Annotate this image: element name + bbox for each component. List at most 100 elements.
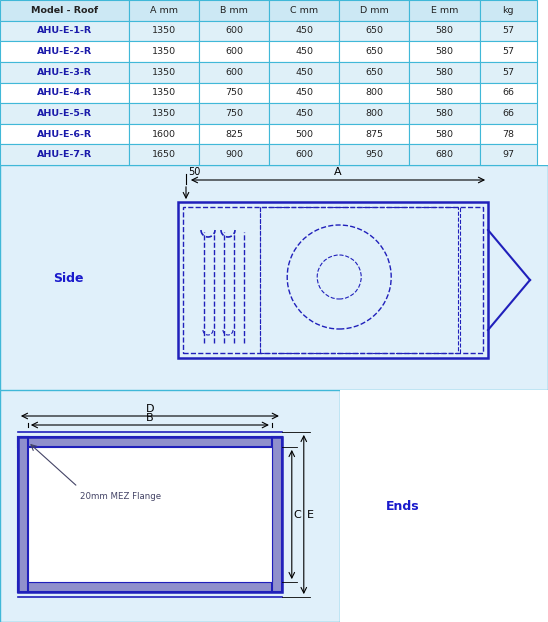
Bar [199,124,269,144]
Bar [0,62,129,83]
Bar [409,0,480,21]
Text: 580: 580 [436,88,453,97]
Bar [0,124,129,144]
Text: 580: 580 [436,68,453,77]
Text: D: D [146,404,154,414]
Bar [339,103,409,124]
Text: AHU-E-6-R: AHU-E-6-R [37,129,92,139]
Text: 57: 57 [503,27,514,35]
Text: 875: 875 [366,129,383,139]
Text: 650: 650 [366,68,383,77]
Text: AHU-E-2-R: AHU-E-2-R [37,47,92,56]
Bar [480,83,537,103]
Text: 650: 650 [366,47,383,56]
Bar [199,21,269,41]
Text: kg: kg [503,6,514,15]
Bar [339,83,409,103]
Bar [409,144,480,165]
Text: AHU-E-4-R: AHU-E-4-R [37,88,92,97]
Bar [18,437,28,592]
Bar [129,21,199,41]
Text: 680: 680 [436,150,453,159]
Bar [0,0,129,21]
Text: E mm: E mm [431,6,458,15]
Bar [339,41,409,62]
Bar [339,124,409,144]
Text: 800: 800 [366,109,383,118]
Bar [269,124,339,144]
Bar [409,103,480,124]
Text: Ends: Ends [385,499,419,513]
Bar [129,41,199,62]
Bar [129,0,199,21]
Bar [480,144,537,165]
Bar [409,62,480,83]
Text: 57: 57 [503,47,514,56]
Bar [0,144,129,165]
Text: 66: 66 [503,88,514,97]
Text: 1650: 1650 [152,150,176,159]
Text: 1600: 1600 [152,129,176,139]
Bar [339,0,409,21]
Bar [269,103,339,124]
Bar [199,0,269,21]
Text: 97: 97 [503,150,514,159]
Text: 580: 580 [436,109,453,118]
Text: 580: 580 [436,27,453,35]
Text: A: A [334,167,342,177]
Text: 800: 800 [366,88,383,97]
Text: 825: 825 [225,129,243,139]
Text: 580: 580 [436,47,453,56]
Bar [0,83,129,103]
Bar [269,21,339,41]
Text: AHU-E-7-R: AHU-E-7-R [37,150,92,159]
Bar [480,103,537,124]
Bar [272,437,282,592]
Text: D mm: D mm [360,6,389,15]
Text: 450: 450 [295,88,313,97]
Text: 950: 950 [366,150,383,159]
Bar [409,124,480,144]
Bar [199,83,269,103]
Bar [129,103,199,124]
Bar [480,41,537,62]
Text: 450: 450 [295,47,313,56]
Text: B mm: B mm [220,6,248,15]
Bar [183,207,483,353]
Text: 650: 650 [366,27,383,35]
Text: Model - Roof: Model - Roof [31,6,98,15]
Text: 57: 57 [503,68,514,77]
Bar [480,0,537,21]
Text: 500: 500 [295,129,313,139]
Text: 1350: 1350 [152,27,176,35]
Text: AHU-E-5-R: AHU-E-5-R [37,109,92,118]
Bar [0,103,129,124]
Bar [480,124,537,144]
Text: E: E [307,509,314,519]
Bar [28,447,272,582]
Bar [18,582,282,592]
Bar [199,41,269,62]
Text: Side: Side [53,271,83,284]
Bar [129,62,199,83]
Text: 750: 750 [225,109,243,118]
Text: 1350: 1350 [152,68,176,77]
Text: 580: 580 [436,129,453,139]
Bar [269,83,339,103]
Bar [339,62,409,83]
Bar [480,62,537,83]
Bar [269,0,339,21]
Bar [409,41,480,62]
Bar [18,437,282,447]
Text: 750: 750 [225,88,243,97]
Bar [199,144,269,165]
Text: B: B [146,413,153,423]
Text: C: C [294,509,301,519]
Bar [199,62,269,83]
Text: 450: 450 [295,109,313,118]
Bar [339,144,409,165]
Bar [269,62,339,83]
Bar [409,83,480,103]
Bar [409,21,480,41]
Text: 1350: 1350 [152,109,176,118]
